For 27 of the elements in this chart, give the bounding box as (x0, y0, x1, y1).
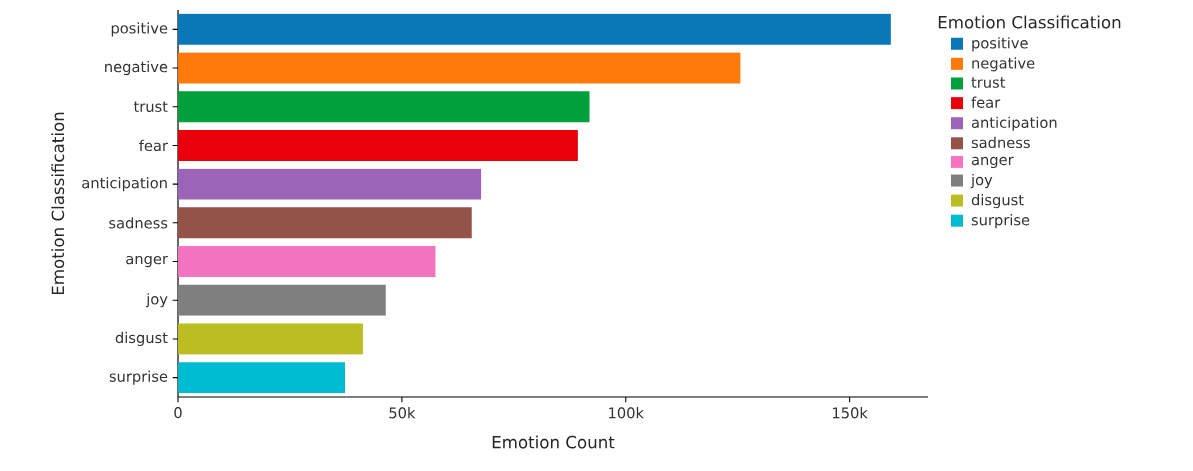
y-tick-label: sadness (109, 217, 168, 229)
y-tick-label: trust (133, 101, 168, 112)
legend-label: positive (972, 37, 1028, 52)
legend-title: Emotion Classification (938, 15, 1121, 29)
y-axis-title: Emotion Classification (51, 112, 65, 295)
x-tick-label: 0 (174, 407, 182, 419)
legend-label: anger (971, 156, 1014, 169)
y-tick-label: disgust (115, 331, 168, 347)
y-tick-label: surprise (109, 370, 168, 385)
legend-label: joy (970, 173, 993, 189)
legend-label: trust (971, 77, 1006, 88)
legend-label: surprise (971, 214, 1030, 229)
y-tick-label: anticipation (82, 177, 167, 192)
legend-label: sadness (971, 136, 1030, 149)
y-tick-label: negative (105, 60, 168, 76)
legend-label: anticipation (971, 116, 1057, 131)
x-tick-label: 150k (833, 407, 868, 419)
x-tick-label: 50k (389, 407, 416, 419)
y-tick-label: anger (126, 255, 168, 268)
y-tick-label: positive (111, 22, 168, 37)
legend-label: fear (971, 96, 1001, 108)
legend-label: negative (972, 57, 1035, 72)
legend-label: disgust (971, 194, 1024, 209)
y-tick-label: fear (139, 139, 168, 152)
x-axis-title: Emotion Count (492, 435, 615, 449)
x-tick-label: 100k (609, 407, 644, 419)
y-tick-label: joy (145, 293, 168, 308)
